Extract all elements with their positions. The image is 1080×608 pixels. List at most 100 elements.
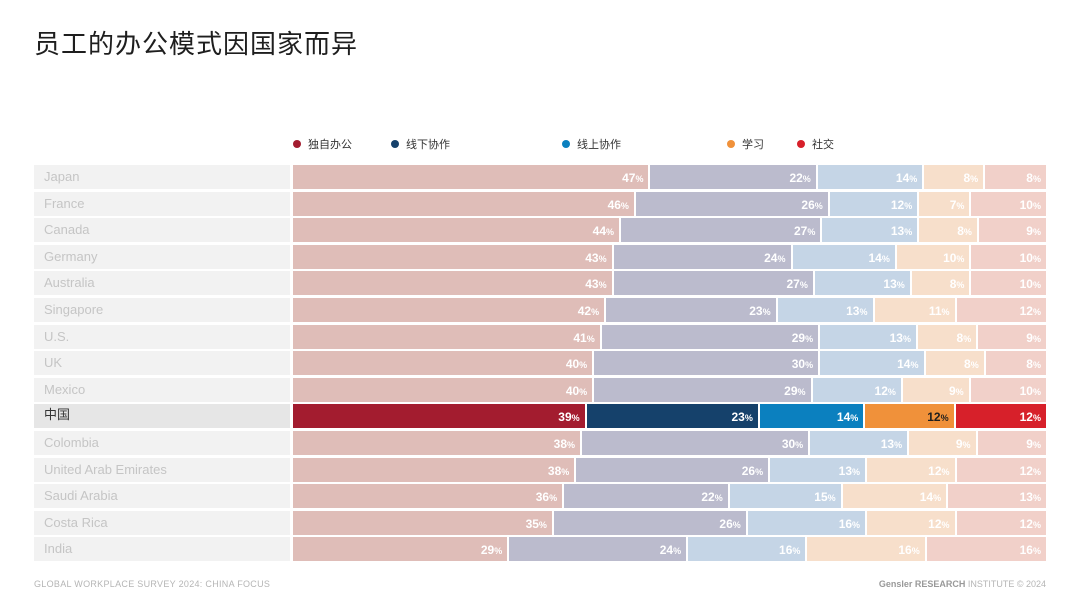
bar-segment: 13% (948, 484, 1046, 509)
bar-segment: 16% (807, 537, 927, 562)
data-label: 26 (741, 463, 756, 478)
data-label-unit: % (896, 280, 905, 291)
row-bars: 36% 22% 15% 14% 13% (293, 484, 1046, 509)
data-label: 8 (956, 330, 964, 345)
data-label-unit: % (852, 519, 861, 530)
bar-segment: 39% (293, 404, 587, 429)
footer-credit: Gensler RESEARCH INSTITUTE © 2024 (879, 579, 1046, 589)
data-label: 36 (535, 490, 550, 505)
data-label-unit: % (635, 174, 644, 184)
data-label: 10 (1019, 250, 1033, 265)
bar-segment: 29% (293, 537, 510, 562)
data-label: 29 (791, 330, 806, 345)
data-label: 12 (874, 383, 888, 398)
data-label: 29 (480, 543, 495, 558)
legend-item-5: 社交 (797, 136, 834, 152)
data-label-unit: % (970, 174, 979, 184)
bar-segment: 35% (293, 510, 554, 535)
legend-item-2: 线下协作 (391, 136, 450, 152)
data-label-unit: % (911, 546, 920, 557)
data-label: 8 (1026, 357, 1033, 372)
data-label-unit: % (586, 333, 595, 344)
row-label: Colombia (34, 431, 290, 455)
chart-row: Australia 43% 27% 13% 8% 10% (34, 271, 1046, 296)
row-bars: 40% 30% 14% 8% 8% (293, 351, 1046, 376)
data-label: 14 (868, 250, 882, 265)
row-bars: 47% 22% 14% 8% 8% (293, 165, 1046, 189)
data-label-unit: % (904, 200, 913, 211)
data-label: 39 (558, 410, 572, 425)
row-bars: 42% 23% 13% 11% 12% (293, 298, 1046, 322)
footer-brand-rest: INSTITUTE © 2024 (965, 579, 1046, 589)
legend-swatch (562, 140, 570, 148)
bar-segment: 7% (919, 191, 972, 216)
footer-survey-title: GLOBAL WORKPLACE SURVEY 2024: CHINA FOCU… (34, 579, 271, 589)
row-bars: 41% 29% 13% 8% 9% (293, 324, 1046, 349)
data-label: 38 (547, 463, 562, 478)
bar-segment: 12% (812, 377, 903, 402)
data-label: 14 (919, 490, 934, 505)
data-label: 9 (948, 383, 956, 398)
bar-segment: 12% (867, 510, 957, 535)
data-label: 16 (1019, 543, 1033, 558)
data-label: 30 (791, 357, 806, 372)
bar-segment: 12% (956, 457, 1046, 482)
row-bars: 38% 30% 13% 9% 9% (293, 431, 1046, 455)
data-label: 9 (955, 437, 963, 451)
row-bars: 43% 24% 14% 10% 10% (293, 244, 1046, 269)
data-label: 23 (731, 410, 745, 425)
data-label-unit: % (940, 413, 949, 424)
bar-segment: 23% (606, 298, 778, 322)
chart-row: Singapore 42% 23% 13% 11% 12% (34, 298, 1046, 322)
bar-segment: 8% (925, 351, 986, 376)
data-label-unit: % (941, 519, 950, 530)
bar-segment: 8% (917, 324, 979, 349)
bar-segment: 26% (553, 510, 748, 535)
data-label-unit: % (881, 253, 890, 264)
row-label: Japan (34, 165, 290, 189)
bar-segment: 42% (293, 298, 607, 322)
bar-segment: 24% (613, 244, 793, 269)
data-label-unit: % (802, 174, 811, 184)
legend-swatch (727, 140, 735, 148)
row-label: Germany (34, 244, 290, 269)
row-bars: 44% 27% 13% 8% 9% (293, 218, 1046, 243)
data-label: 29 (784, 383, 798, 398)
bar-segment: 14% (817, 165, 925, 189)
row-bars: 39% 23% 14% 12% 12% (293, 404, 1046, 429)
data-label: 12 (1019, 463, 1033, 478)
data-label-unit: % (673, 546, 682, 557)
data-label-unit: % (591, 307, 600, 317)
data-label-unit: % (579, 386, 588, 397)
chart-row: 中国 39% 23% 14% 12% 12% (34, 404, 1046, 429)
data-label-unit: % (910, 360, 919, 371)
bar-segment: 30% (594, 351, 821, 376)
bar-segment: 26% (576, 457, 771, 482)
data-label: 16 (838, 516, 853, 531)
data-label: 13 (883, 277, 897, 292)
data-label: 14 (836, 410, 851, 425)
data-label-unit: % (970, 360, 979, 371)
data-label: 47 (622, 171, 636, 185)
bar-segment: 29% (594, 377, 813, 402)
chart-row: United Arab Emirates 38% 26% 13% 12% 12% (34, 457, 1046, 482)
data-label: 13 (889, 330, 903, 345)
legend-item-3: 线上协作 (562, 136, 621, 152)
bar-segment: 10% (971, 271, 1046, 296)
data-label-unit: % (807, 227, 816, 238)
data-label-unit: % (1032, 280, 1041, 291)
data-label-unit: % (909, 174, 918, 184)
data-label-unit: % (933, 493, 942, 504)
bar-segment: 9% (977, 431, 1046, 455)
bar-segment: 13% (777, 298, 875, 322)
data-label-unit: % (579, 360, 588, 371)
data-label: 11 (928, 304, 942, 318)
data-label-unit: % (744, 413, 753, 424)
data-label-unit: % (598, 280, 607, 291)
row-bars: 38% 26% 13% 12% 12% (293, 457, 1046, 482)
chart-row: Canada 44% 27% 13% 8% 9% (34, 218, 1046, 243)
bar-segment: 13% (820, 324, 918, 349)
footer-brand: Gensler RESEARCH (878, 579, 966, 589)
bar-segment: 30% (582, 431, 811, 455)
chart-legend: 独自办公 线下协作 线上协作 学习 社交 (0, 136, 1080, 154)
